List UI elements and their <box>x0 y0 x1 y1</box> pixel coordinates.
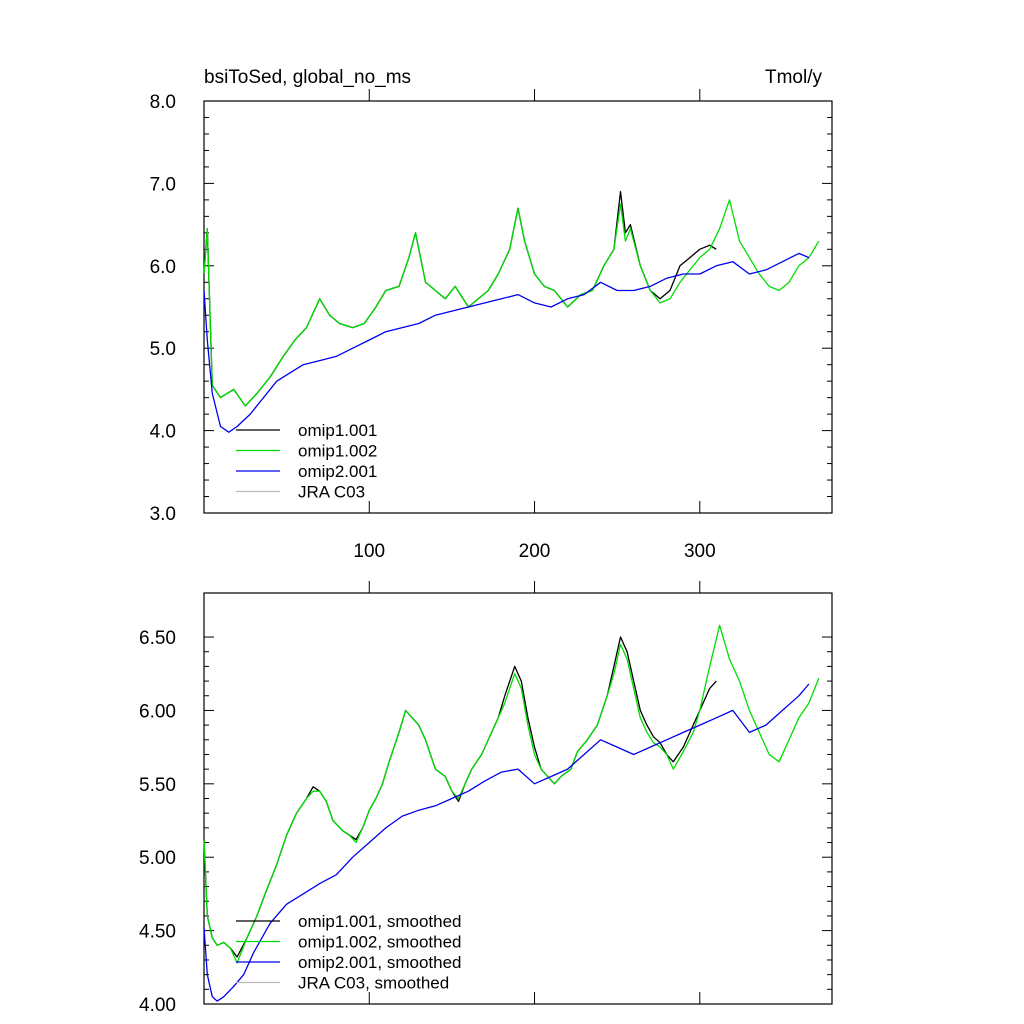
y-tick-label: 3.0 <box>150 504 176 525</box>
y-tick-label: 5.00 <box>139 848 176 869</box>
y-tick-label: 6.50 <box>139 628 176 649</box>
series-line-omip1-002-smoothed <box>203 624 820 964</box>
series-line-omip1-002 <box>203 199 820 407</box>
y-tick-label: 4.50 <box>139 922 176 943</box>
series-line-omip2-001 <box>203 252 810 433</box>
x-tick-label: 100 <box>353 541 385 562</box>
y-tick-label: 5.0 <box>150 339 176 360</box>
legend-label: JRA C03 <box>298 483 365 502</box>
x-tick-label: 200 <box>519 541 551 562</box>
legend-label: omip2.001 <box>298 462 377 481</box>
legend-label: omip2.001, smoothed <box>298 953 462 972</box>
y-tick-label: 4.00 <box>139 995 176 1016</box>
y-tick-label: 8.0 <box>150 92 176 113</box>
series-line-omip1-001 <box>203 190 717 407</box>
legend-label: omip1.002 <box>298 442 377 461</box>
x-tick-label: 300 <box>684 541 716 562</box>
legend-label: omip1.001 <box>298 421 377 440</box>
chart-title: bsiToSed, global_no_ms <box>204 67 411 88</box>
legend-label: omip1.001, smoothed <box>298 912 462 931</box>
legend-label: omip1.002, smoothed <box>298 933 462 952</box>
y-tick-label: 6.00 <box>139 701 176 722</box>
plot-frame-0 <box>203 100 833 514</box>
series-line-omip2-001-smoothed <box>203 683 810 1002</box>
series-line-omip1-001-smoothed <box>203 636 717 958</box>
y-tick-label: 7.0 <box>150 174 176 195</box>
chart-units: Tmol/y <box>765 67 823 88</box>
legend-label: JRA C03, smoothed <box>298 974 449 993</box>
y-tick-label: 6.0 <box>150 257 176 278</box>
y-tick-label: 4.0 <box>150 422 176 443</box>
y-tick-label: 5.50 <box>139 775 176 796</box>
